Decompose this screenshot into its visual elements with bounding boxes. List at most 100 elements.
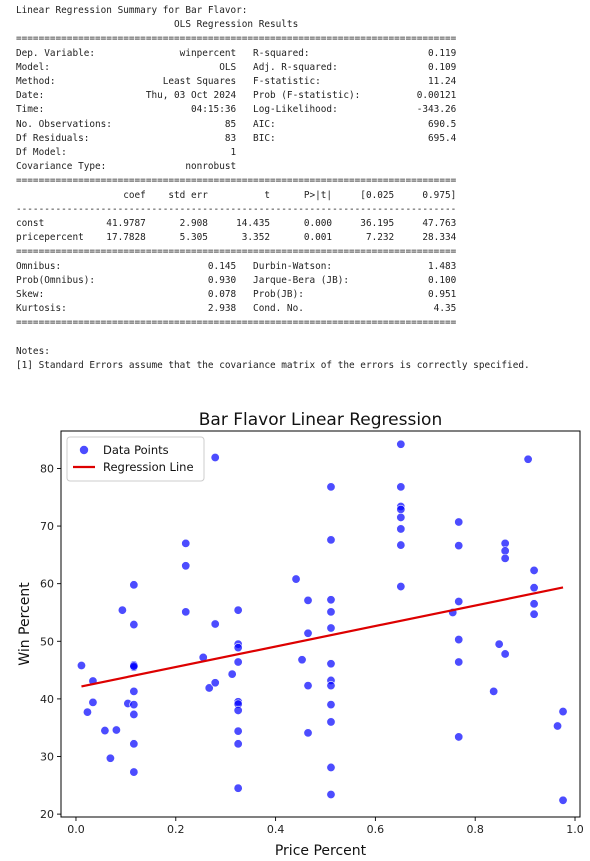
data-point bbox=[326, 623, 336, 633]
x-tick-label: 0.2 bbox=[167, 823, 185, 836]
data-point bbox=[210, 678, 220, 688]
data-point bbox=[204, 683, 214, 693]
data-point bbox=[129, 709, 139, 719]
model-info-row: Date: Thu, 03 Oct 2024 Prob (F-statistic… bbox=[16, 90, 457, 102]
legend-marker-data-points bbox=[79, 445, 89, 455]
y-tick-label: 60 bbox=[40, 578, 54, 591]
data-point bbox=[233, 643, 243, 653]
summary-separator: ========================================… bbox=[16, 175, 457, 187]
data-point bbox=[396, 540, 406, 550]
data-point bbox=[454, 541, 464, 551]
data-point bbox=[396, 582, 406, 592]
data-point bbox=[396, 512, 406, 522]
summary-heading: Linear Regression Summary for Bar Flavor… bbox=[16, 5, 248, 16]
data-point bbox=[88, 697, 98, 707]
diagnostic-row: Prob(Omnibus): 0.930 Jarque-Bera (JB): 0… bbox=[16, 274, 457, 286]
model-info-row: Df Residuals: 83 BIC: 695.4 bbox=[16, 132, 457, 144]
data-point bbox=[233, 605, 243, 615]
note-text: [1] Standard Errors assume that the cova… bbox=[16, 360, 530, 372]
summary-separator: ========================================… bbox=[16, 33, 457, 45]
data-point bbox=[297, 655, 307, 665]
y-tick-label: 20 bbox=[40, 808, 54, 821]
coef-header: coef std err t P>|t| [0.025 0.975] bbox=[123, 189, 457, 201]
data-point bbox=[396, 524, 406, 534]
data-point bbox=[454, 635, 464, 645]
x-tick-label: 0.4 bbox=[267, 823, 285, 836]
data-point bbox=[100, 726, 110, 736]
notes-title: Notes: bbox=[16, 345, 50, 357]
y-tick-label: 30 bbox=[40, 751, 54, 764]
data-point bbox=[326, 535, 336, 545]
x-tick-label: 1.0 bbox=[566, 823, 584, 836]
regression-summary-text: Linear Regression Summary for Bar Flavor… bbox=[16, 4, 530, 373]
data-point bbox=[326, 790, 336, 800]
model-info-row: Time: 04:15:36 Log-Likelihood: -343.26 bbox=[16, 104, 457, 116]
data-point bbox=[181, 607, 191, 617]
diagnostic-row: Kurtosis: 2.938 Cond. No. 4.35 bbox=[16, 303, 457, 315]
data-point bbox=[303, 628, 313, 638]
data-point bbox=[181, 561, 191, 571]
data-point bbox=[129, 700, 139, 710]
chart-title: Bar Flavor Linear Regression bbox=[199, 410, 442, 430]
model-info-row: Model: OLS Adj. R-squared: 0.109 bbox=[16, 61, 457, 73]
y-tick-label: 40 bbox=[40, 693, 54, 706]
data-point bbox=[326, 482, 336, 492]
data-point bbox=[117, 605, 127, 615]
legend-label-data-points: Data Points bbox=[103, 443, 169, 457]
summary-separator: ----------------------------------------… bbox=[16, 203, 457, 215]
x-tick-label: 0.8 bbox=[466, 823, 484, 836]
data-point bbox=[489, 686, 499, 696]
diagnostic-row: Omnibus: 0.145 Durbin-Watson: 1.483 bbox=[16, 260, 457, 272]
data-point bbox=[227, 669, 237, 679]
data-point bbox=[210, 619, 220, 629]
summary-separator: ========================================… bbox=[16, 246, 457, 258]
x-tick-label: 0.6 bbox=[367, 823, 385, 836]
data-point bbox=[326, 681, 336, 691]
data-point bbox=[529, 599, 539, 609]
data-point bbox=[233, 783, 243, 793]
data-point bbox=[326, 595, 336, 605]
data-point bbox=[111, 725, 121, 735]
model-info-row: Dep. Variable: winpercent R-squared: 0.1… bbox=[16, 47, 457, 59]
summary-title: OLS Regression Results bbox=[174, 19, 299, 31]
data-point bbox=[454, 657, 464, 667]
data-point bbox=[523, 454, 533, 464]
data-point bbox=[233, 726, 243, 736]
data-point bbox=[82, 707, 92, 717]
data-point bbox=[233, 657, 243, 667]
model-info-row: Covariance Type: nonrobust bbox=[16, 161, 237, 173]
y-tick-label: 50 bbox=[40, 635, 54, 648]
data-point bbox=[233, 739, 243, 749]
data-point bbox=[494, 639, 504, 649]
data-point bbox=[76, 660, 86, 670]
data-point bbox=[454, 597, 464, 607]
model-info-row: No. Observations: 85 AIC: 690.5 bbox=[16, 118, 457, 130]
data-point bbox=[210, 453, 220, 463]
y-tick-label: 80 bbox=[40, 462, 54, 475]
data-point bbox=[500, 553, 510, 563]
data-point bbox=[558, 795, 568, 805]
y-tick-label: 70 bbox=[40, 520, 54, 533]
data-point bbox=[181, 538, 191, 548]
data-point bbox=[303, 681, 313, 691]
data-point bbox=[500, 546, 510, 556]
regression-line bbox=[81, 586, 564, 688]
data-point bbox=[558, 707, 568, 717]
model-info-row: Df Model: 1 bbox=[16, 147, 237, 159]
data-point bbox=[396, 439, 406, 449]
data-point bbox=[326, 762, 336, 772]
data-point bbox=[454, 732, 464, 742]
x-axis-label: Price Percent bbox=[275, 843, 367, 859]
data-point bbox=[129, 620, 139, 630]
legend-label-regression-line: Regression Line bbox=[103, 460, 194, 474]
data-point bbox=[291, 574, 301, 584]
coef-row: pricepercent 17.7828 5.305 3.352 0.001 7… bbox=[16, 232, 457, 244]
data-point bbox=[233, 705, 243, 715]
summary-separator: ========================================… bbox=[16, 317, 457, 329]
data-point bbox=[326, 717, 336, 727]
data-point bbox=[326, 700, 336, 710]
data-point bbox=[129, 661, 139, 671]
data-point bbox=[303, 595, 313, 605]
data-point bbox=[326, 607, 336, 617]
data-point bbox=[326, 659, 336, 669]
